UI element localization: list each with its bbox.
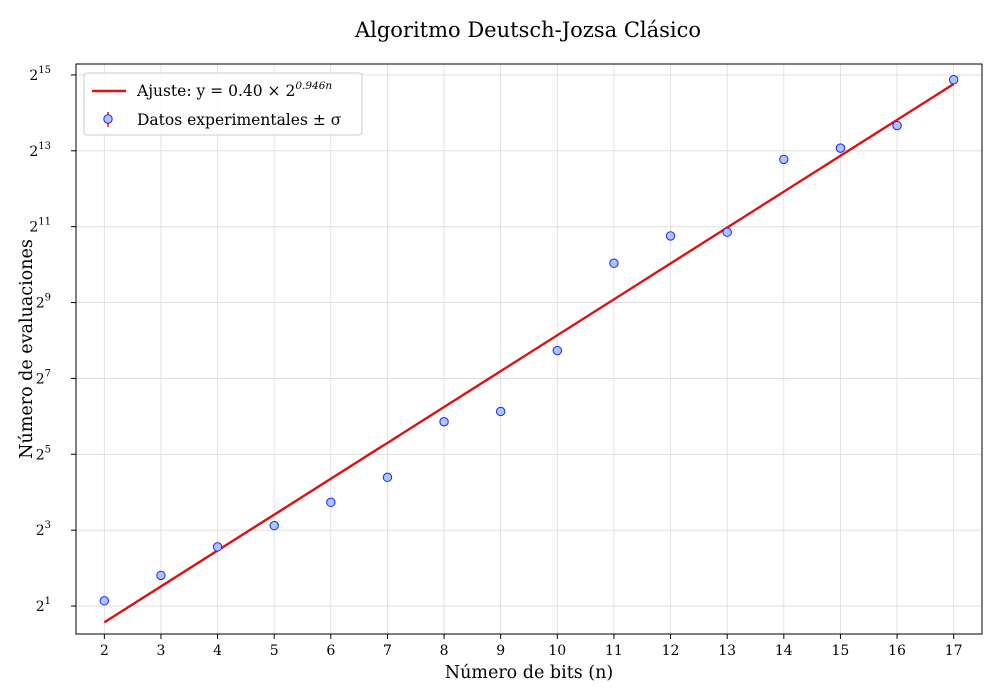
x-tick-label: 11: [605, 643, 623, 659]
data-point: [665, 231, 676, 241]
data-point: [892, 120, 902, 131]
x-axis: 2 3 4 5 6 7 8 9 10 11 12 13 14 15 16 17: [100, 634, 963, 659]
y-tick-label: 27: [36, 368, 51, 387]
y-tick-label: 29: [36, 293, 51, 312]
x-tick-label: 8: [440, 643, 449, 659]
x-tick-label: 15: [832, 643, 850, 659]
x-tick-label: 2: [100, 643, 109, 659]
fit-layer: [103, 83, 955, 624]
data-point: [382, 472, 393, 483]
y-tick-label: 215: [29, 65, 51, 84]
x-axis-label: Número de bits (n): [445, 663, 613, 683]
y-tick-label: 23: [36, 520, 51, 539]
legend-fit-exponent: 0.946n: [295, 80, 332, 92]
data-point: [779, 154, 789, 165]
data-point: [439, 417, 449, 427]
data-point: [156, 570, 166, 581]
y-tick-label: 213: [29, 141, 51, 160]
x-tick-label: 9: [496, 643, 505, 659]
x-tick-label: 17: [945, 643, 963, 659]
data-point: [722, 227, 732, 237]
x-tick-label: 14: [775, 643, 793, 659]
x-tick-label: 3: [156, 643, 165, 659]
legend-data-label: Datos experimentales ± σ: [137, 111, 342, 129]
y-axis-label: Número de evaluaciones: [17, 239, 37, 459]
y-tick-label: 21: [36, 596, 51, 615]
data-point: [495, 406, 506, 417]
data-point: [609, 258, 619, 268]
data-point: [948, 75, 959, 85]
x-tick-label: 13: [718, 643, 736, 659]
chart-title: Algoritmo Deutsch-Jozsa Clásico: [354, 18, 701, 42]
grid: [76, 64, 982, 634]
legend-fit-prefix: Ajuste: y = 0.40 × 2: [136, 82, 295, 100]
y-axis: 21 23 25 27 29 211 213 215: [29, 65, 76, 615]
data-point: [212, 542, 223, 552]
x-tick-label: 12: [662, 643, 680, 659]
legend-data-marker: [103, 114, 113, 124]
fit-line: [103, 83, 955, 624]
x-tick-label: 5: [270, 643, 279, 659]
data-point: [326, 497, 336, 508]
legend-box: [83, 72, 363, 136]
x-tick-label: 4: [213, 643, 222, 659]
data-point: [269, 520, 279, 531]
x-tick-label: 16: [888, 643, 906, 659]
data-point: [835, 143, 846, 153]
data-point: [552, 345, 563, 356]
plot-area-frame: [75, 63, 983, 635]
x-tick-label: 10: [548, 643, 566, 659]
x-tick-label: 7: [383, 643, 392, 659]
data-point: [99, 596, 110, 606]
x-tick-label: 6: [326, 643, 335, 659]
points-layer: [99, 75, 959, 606]
legend: Ajuste: y = 0.40 × 20.946n Datos experim…: [83, 72, 363, 136]
legend-fit-label: Ajuste: y = 0.40 × 20.946n: [136, 80, 332, 100]
y-tick-label: 25: [36, 444, 51, 463]
y-tick-label: 211: [29, 217, 51, 236]
